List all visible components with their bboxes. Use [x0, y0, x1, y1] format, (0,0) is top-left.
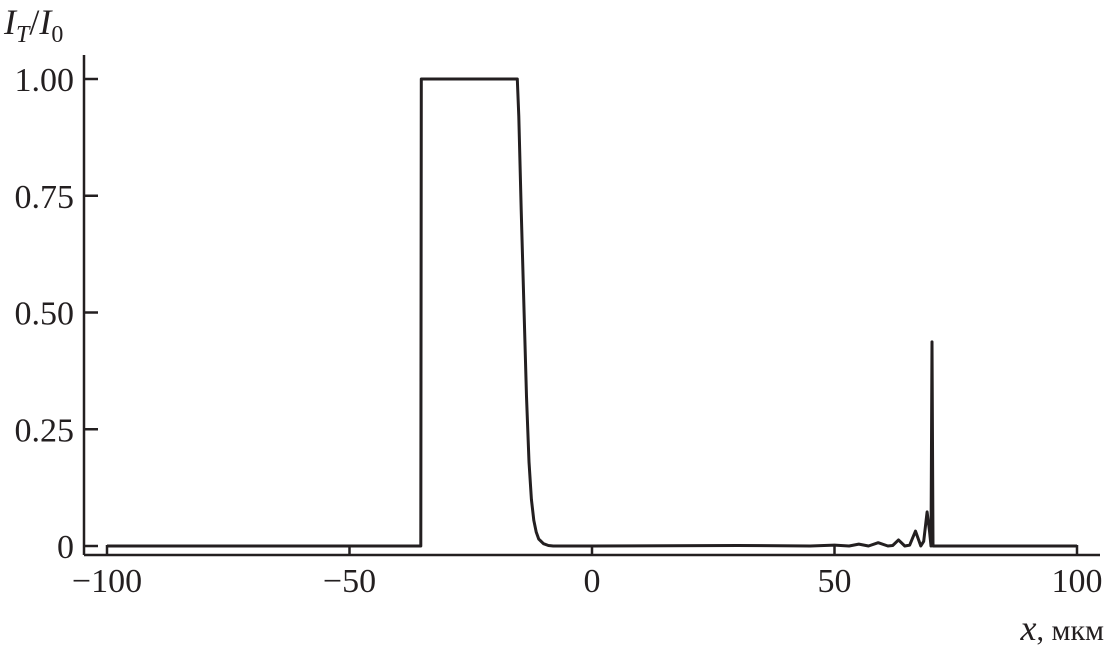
series-line: [107, 77, 1077, 548]
x-tick-label: 0: [584, 563, 601, 600]
y-tick-label: 0.25: [15, 412, 75, 449]
x-tick-label: 100: [1052, 563, 1103, 600]
x-axis-label: x, мкм: [1019, 608, 1104, 648]
x-tick-label: 50: [818, 563, 852, 600]
x-ticks: −100 −50 0 50 100: [72, 545, 1103, 600]
y-tick-label: 0.50: [15, 296, 75, 333]
y-tick-label: 0.75: [15, 179, 75, 216]
y-axis-label: IT/I0: [3, 2, 63, 48]
x-tick-label: −50: [323, 563, 376, 600]
axes: [82, 55, 1100, 557]
x-tick-label: −100: [72, 563, 142, 600]
y-ticks: 0 0.25 0.50 0.75 1.00: [15, 62, 98, 566]
y-tick-label: 1.00: [15, 62, 75, 99]
y-tick-label: 0: [57, 529, 74, 566]
